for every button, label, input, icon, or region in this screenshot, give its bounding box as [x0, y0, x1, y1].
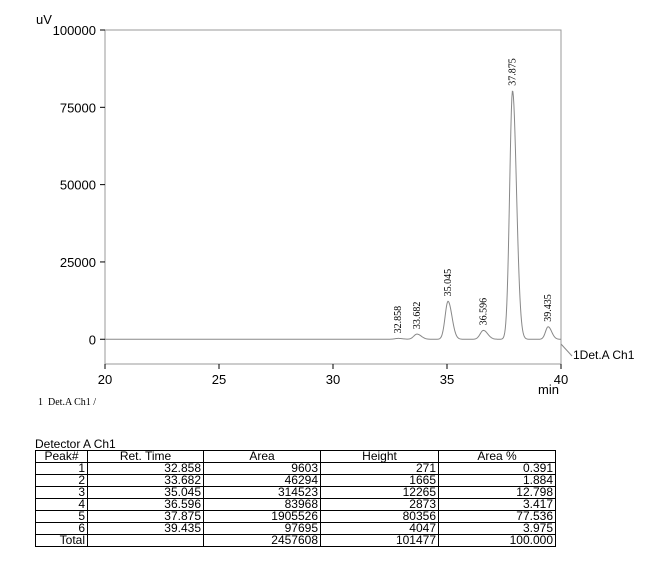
header-height: Height: [320, 450, 439, 463]
table-cell: 314523: [203, 486, 321, 499]
table-cell: 77.536: [438, 510, 556, 523]
x-tick-label: 35: [440, 372, 454, 387]
table-header-row: Peak# Ret. Time Area Height Area %: [35, 450, 556, 463]
chart-footnote: 1 Det.A Ch1 /: [38, 397, 97, 408]
table-cell: 39.435: [87, 522, 204, 535]
total-cell: 101477: [320, 534, 439, 547]
peak-label: 33.682: [412, 302, 423, 330]
peak-table: Peak# Ret. Time Area Height Area % 1 32.8…: [35, 450, 556, 547]
peak-label: 32.858: [393, 306, 404, 334]
chromatogram-chart: 0 25000 50000 75000 100000 20 25 30 35 40 uV min…: [36, 12, 635, 395]
peak-label: 35.045: [443, 269, 454, 297]
chromatogram-trace: [105, 90, 562, 340]
x-axis: 20 25 30 35 40: [98, 364, 568, 387]
table-cell: 1905526: [203, 510, 321, 523]
y-tick-label: 25000: [60, 255, 96, 270]
table-cell: 33.682: [87, 474, 204, 487]
table-cell: 3.975: [438, 522, 556, 535]
table-cell: 97695: [203, 522, 321, 535]
table-cell: 83968: [203, 498, 321, 511]
plot-frame: [104, 29, 562, 365]
x-tick-label: 30: [326, 372, 340, 387]
x-tick-label: 20: [98, 372, 112, 387]
total-cell: 100.000: [438, 534, 556, 547]
table-cell: 3.417: [438, 498, 556, 511]
total-cell: [87, 534, 204, 547]
header-area: Area: [203, 450, 321, 463]
x-tick-label: 25: [212, 372, 226, 387]
legend-label: 1Det.A Ch1: [573, 348, 635, 362]
y-unit-label: uV: [36, 12, 52, 27]
table-cell: 46294: [203, 474, 321, 487]
peak-labels: 32.858 33.682 35.045 36.596 37.875 39.435: [393, 58, 554, 333]
peak-label: 36.596: [478, 298, 489, 326]
x-unit-label: min: [538, 382, 559, 395]
y-tick-label: 100000: [53, 23, 96, 38]
table-total-row: Total 2457608 101477 100.000: [35, 534, 556, 547]
header-area-percent: Area %: [438, 450, 556, 463]
total-cell: 2457608: [203, 534, 321, 547]
table-row: 5 37.875 1905526 80356 77.536: [35, 510, 556, 523]
x-tick-label: 40: [554, 372, 568, 387]
table-cell: 12265: [320, 486, 439, 499]
legend-pointer: [560, 343, 573, 357]
table-cell: 37.875: [87, 510, 204, 523]
table-row: 4 36.596 83968 2873 3.417: [35, 498, 556, 511]
y-tick-label: 75000: [60, 100, 96, 115]
peak-label: 39.435: [543, 294, 554, 322]
peak-label: 37.875: [508, 58, 519, 86]
total-cell: Total: [35, 534, 88, 547]
y-tick-label: 0: [89, 332, 96, 347]
table-cell: 271: [320, 462, 439, 475]
y-tick-label: 50000: [60, 178, 96, 193]
table-title: Detector A Ch1: [35, 437, 116, 451]
table-row: 6 39.435 97695 4047 3.975: [35, 522, 556, 535]
table-row: 3 35.045 314523 12265 12.798: [35, 486, 556, 499]
y-axis: 0 25000 50000 75000 100000: [53, 23, 105, 347]
header-ret-time: Ret. Time: [87, 450, 204, 463]
